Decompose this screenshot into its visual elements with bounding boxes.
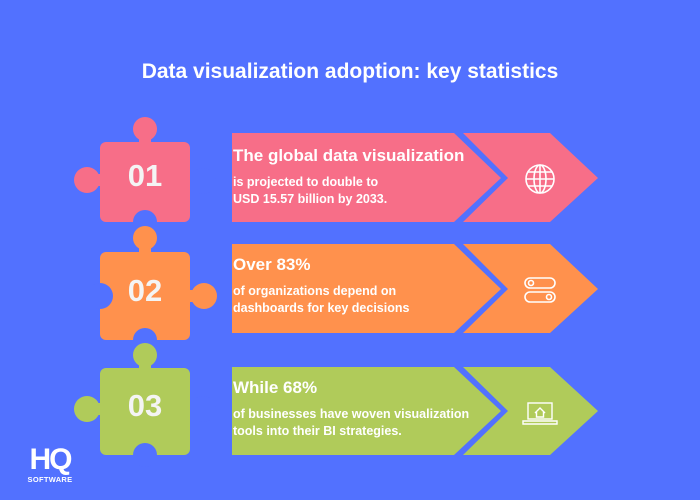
step-number-01: 01 xyxy=(127,158,163,193)
stat-heading: While 68% xyxy=(233,378,318,397)
stat-body-line: of businesses have woven visualization xyxy=(233,407,470,421)
stat-body-line: dashboards for key decisions xyxy=(233,301,410,315)
puzzle-piece-01 xyxy=(74,117,190,222)
arrow-tip-01 xyxy=(463,133,598,222)
stat-text-01: The global data visualization is project… xyxy=(233,146,498,208)
step-number-03: 03 xyxy=(127,388,163,423)
step-number-02: 02 xyxy=(127,273,163,308)
stat-text-03: While 68% of businesses have woven visua… xyxy=(233,378,498,440)
arrow-tip-03 xyxy=(463,367,598,455)
logo-text: SOFTWARE xyxy=(27,475,73,484)
stat-heading: The global data visualization xyxy=(233,146,465,165)
toggle-switches-icon xyxy=(524,277,556,303)
puzzle-piece-02 xyxy=(100,226,217,340)
stat-body-line: USD 15.57 billion by 2033. xyxy=(233,192,388,206)
arrow-band-02 xyxy=(232,244,501,333)
globe-icon xyxy=(525,164,555,194)
hq-software-logo: HQ SOFTWARE xyxy=(22,443,78,485)
puzzle-piece-03 xyxy=(74,343,190,455)
page-title: Data visualization adoption: key statist… xyxy=(141,60,559,83)
stat-heading: Over 83% xyxy=(233,255,311,274)
arrow-band-03 xyxy=(232,367,501,455)
arrow-band-01 xyxy=(232,133,501,222)
stat-body-line: tools into their BI strategies. xyxy=(233,424,402,438)
stat-text-02: Over 83% of organizations depend on dash… xyxy=(233,255,498,317)
stat-body-line: of organizations depend on xyxy=(233,284,397,298)
laptop-home-icon xyxy=(522,402,558,425)
stat-body-line: is projected to double to xyxy=(233,175,379,189)
logo-mark: HQ xyxy=(29,443,73,476)
